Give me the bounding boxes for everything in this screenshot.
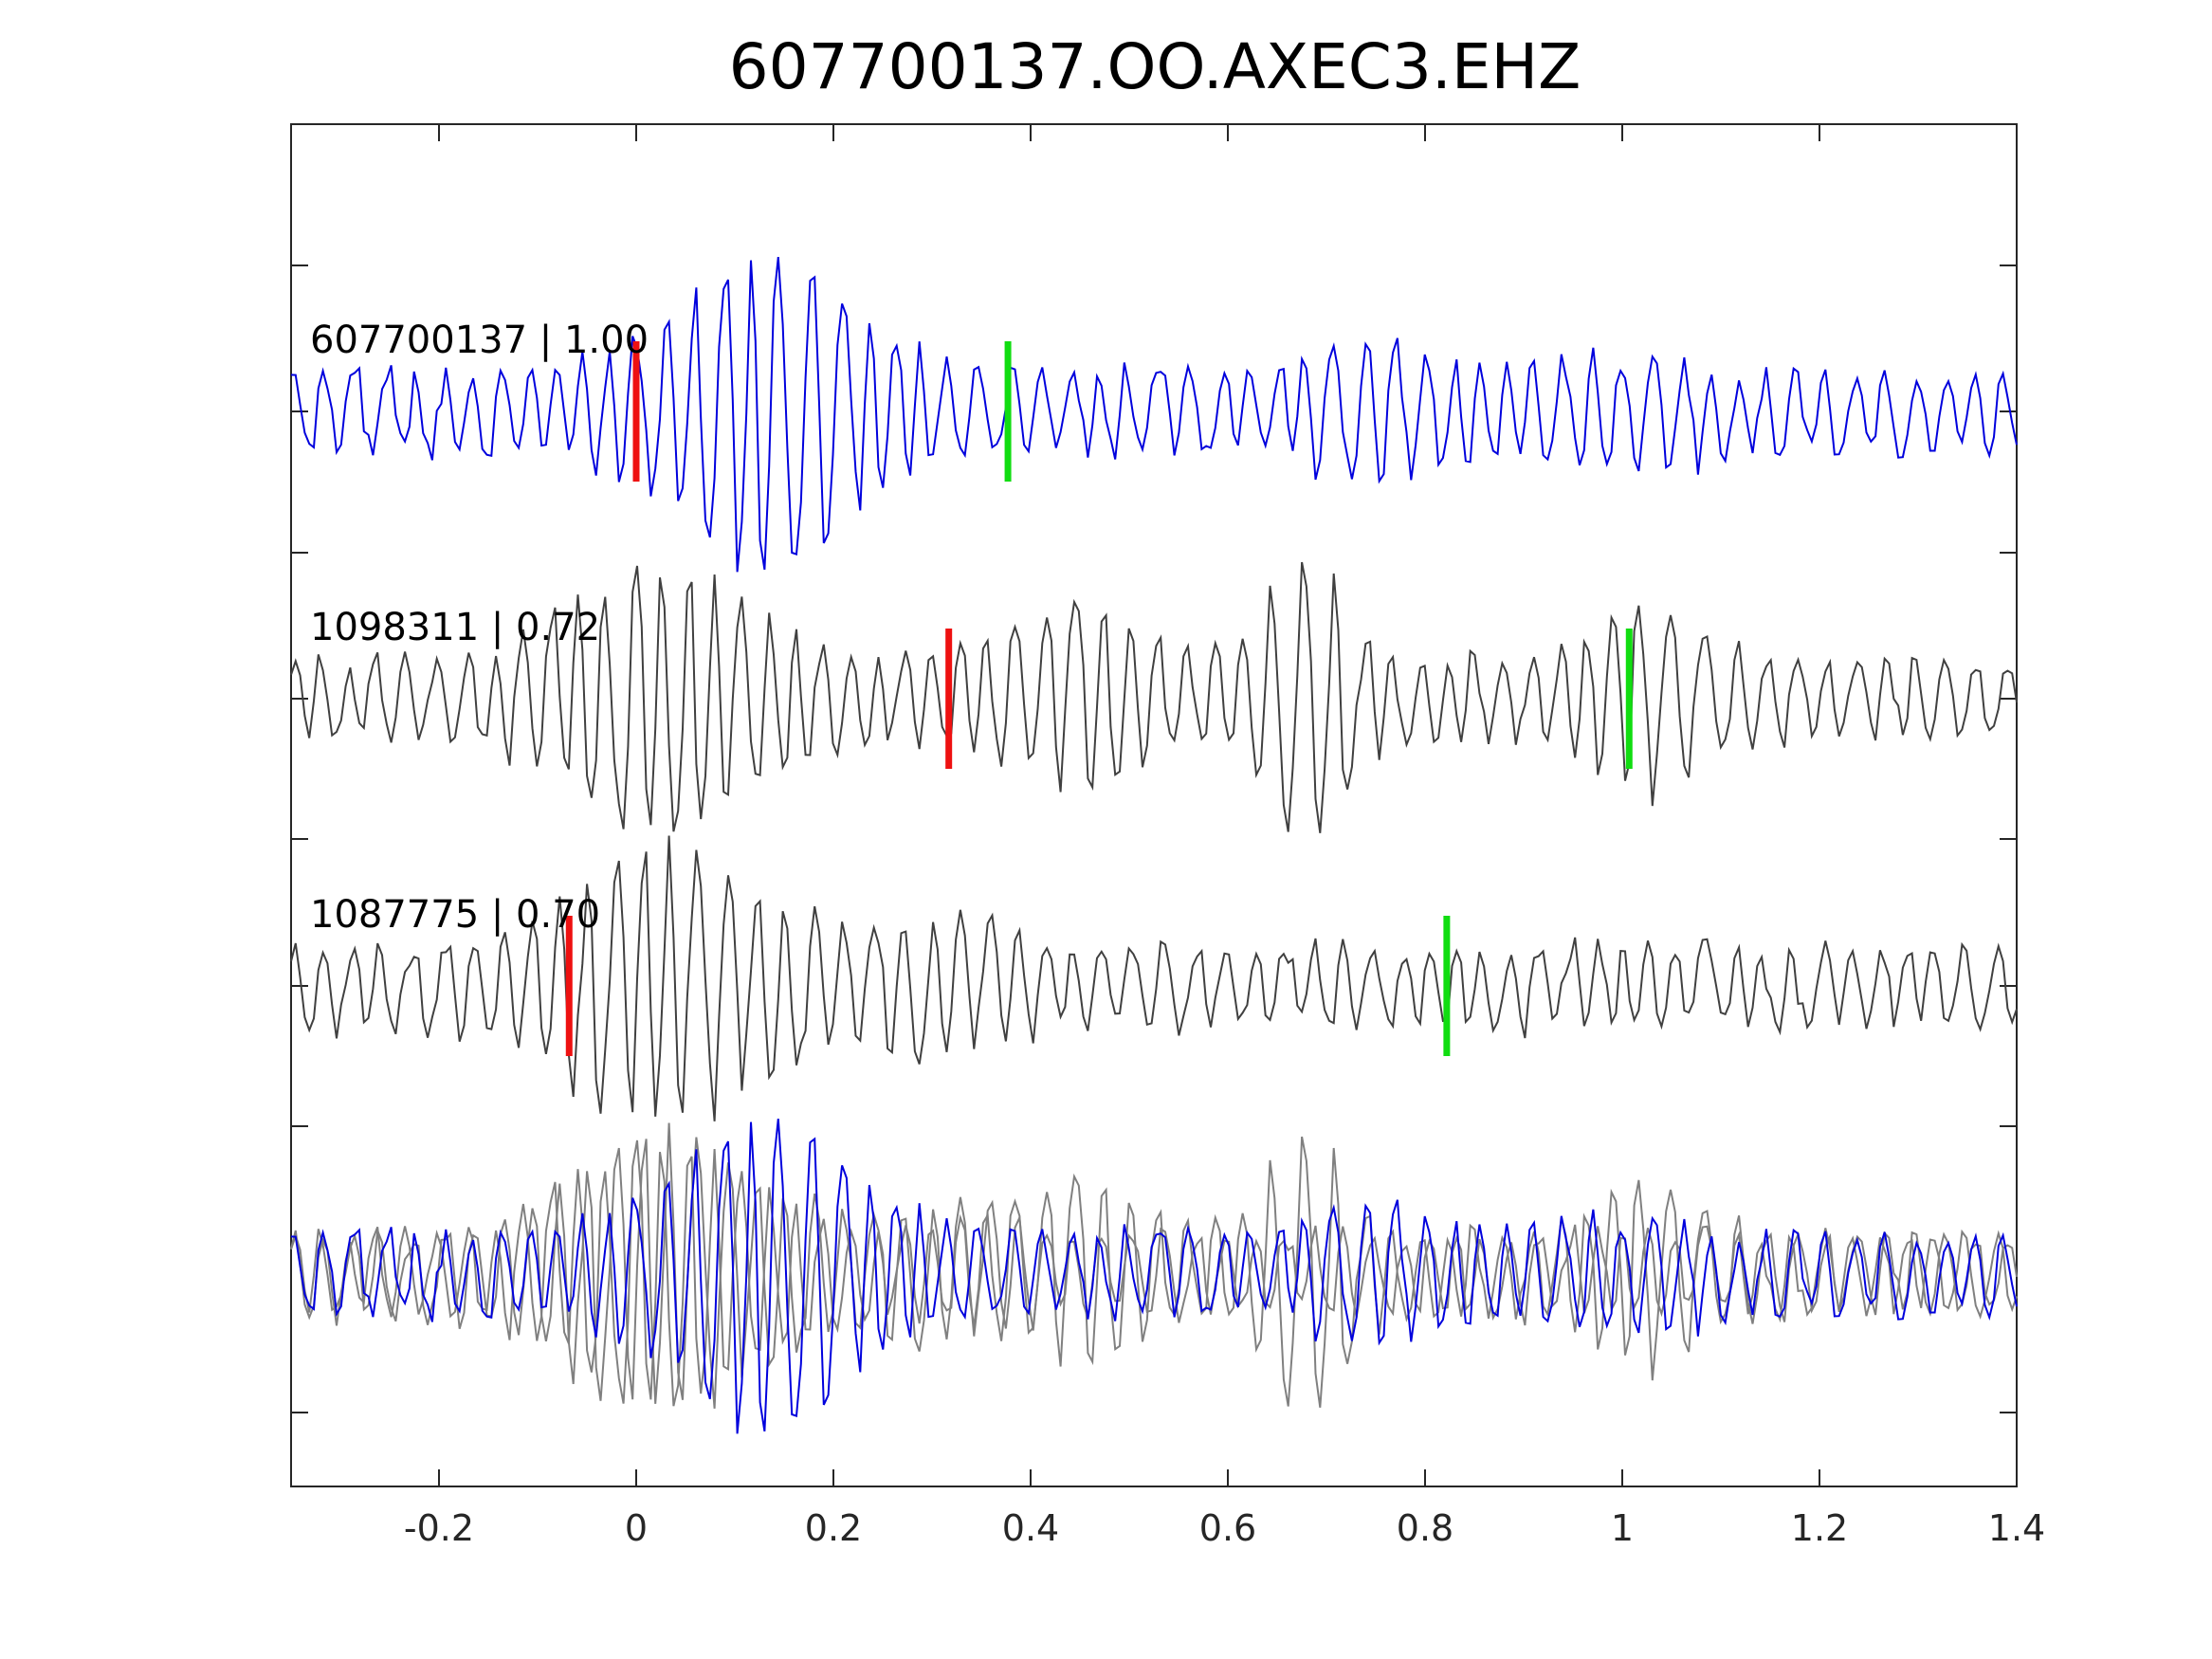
x-tick-label: 0.6 (1199, 1507, 1256, 1549)
x-tick-label: 0.4 (1002, 1507, 1059, 1549)
chart-title: 607700137.OO.AXEC3.EHZ (729, 30, 1581, 103)
trace-label: 1087775 | 0.70 (310, 893, 600, 937)
plot-frame (290, 123, 2018, 1487)
trace-1 (290, 561, 2018, 833)
trace-labels: 607700137 | 1.00 1098311 | 0.72 1087775 | … (310, 319, 649, 937)
waveform-traces (290, 256, 2018, 1434)
trace-2 (290, 835, 2018, 1121)
x-tick-label: -0.2 (404, 1507, 474, 1549)
overlay-trace-2 (290, 1122, 2018, 1409)
overlay-trace-0 (290, 1118, 2018, 1434)
x-tick-label: 1.2 (1791, 1507, 1848, 1549)
phase-picks (565, 341, 1633, 1056)
x-tick-label: 0.8 (1397, 1507, 1453, 1549)
trace-label: 607700137 | 1.00 (310, 319, 649, 362)
x-tick-label: 0 (625, 1507, 648, 1549)
x-tick-label: 1 (1611, 1507, 1634, 1549)
axis-ticks: -0.2 0 0.2 0.4 0.6 0.8 1 1.2 1.4 (291, 124, 2045, 1549)
trace-0 (290, 256, 2018, 573)
trace-label: 1098311 | 0.72 (310, 606, 600, 649)
x-tick-label: 1.4 (1988, 1507, 2045, 1549)
x-tick-label: 0.2 (805, 1507, 862, 1549)
